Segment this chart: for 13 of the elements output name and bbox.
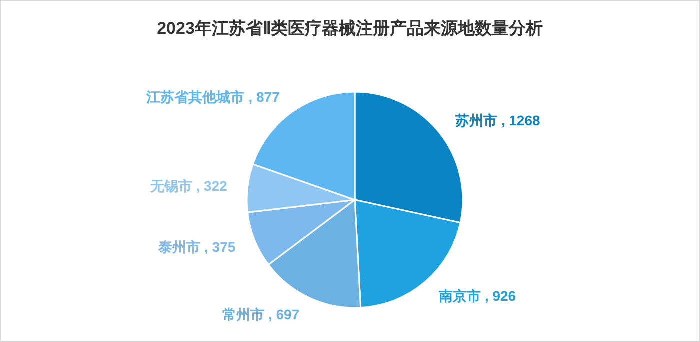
data-label: , 322 xyxy=(196,178,228,194)
data-label: , 1268 xyxy=(501,112,540,129)
data-label: , 697 xyxy=(268,306,300,323)
chart-title: 2023年江苏省Ⅱ类医疗器械注册产品来源地数量分析 xyxy=(157,19,543,38)
slice-label: 无锡市 xyxy=(149,178,192,194)
data-label: , 877 xyxy=(248,88,280,105)
data-label: , 375 xyxy=(204,238,236,255)
slice-label: 常州市 xyxy=(222,306,264,323)
slice-label: 江苏省其他城市 xyxy=(146,88,245,105)
data-label: , 926 xyxy=(484,288,516,304)
slice-label: 泰州市 xyxy=(158,238,201,255)
slice-label: 苏州市 xyxy=(454,112,498,129)
slice-label: 南京市 xyxy=(438,288,481,304)
